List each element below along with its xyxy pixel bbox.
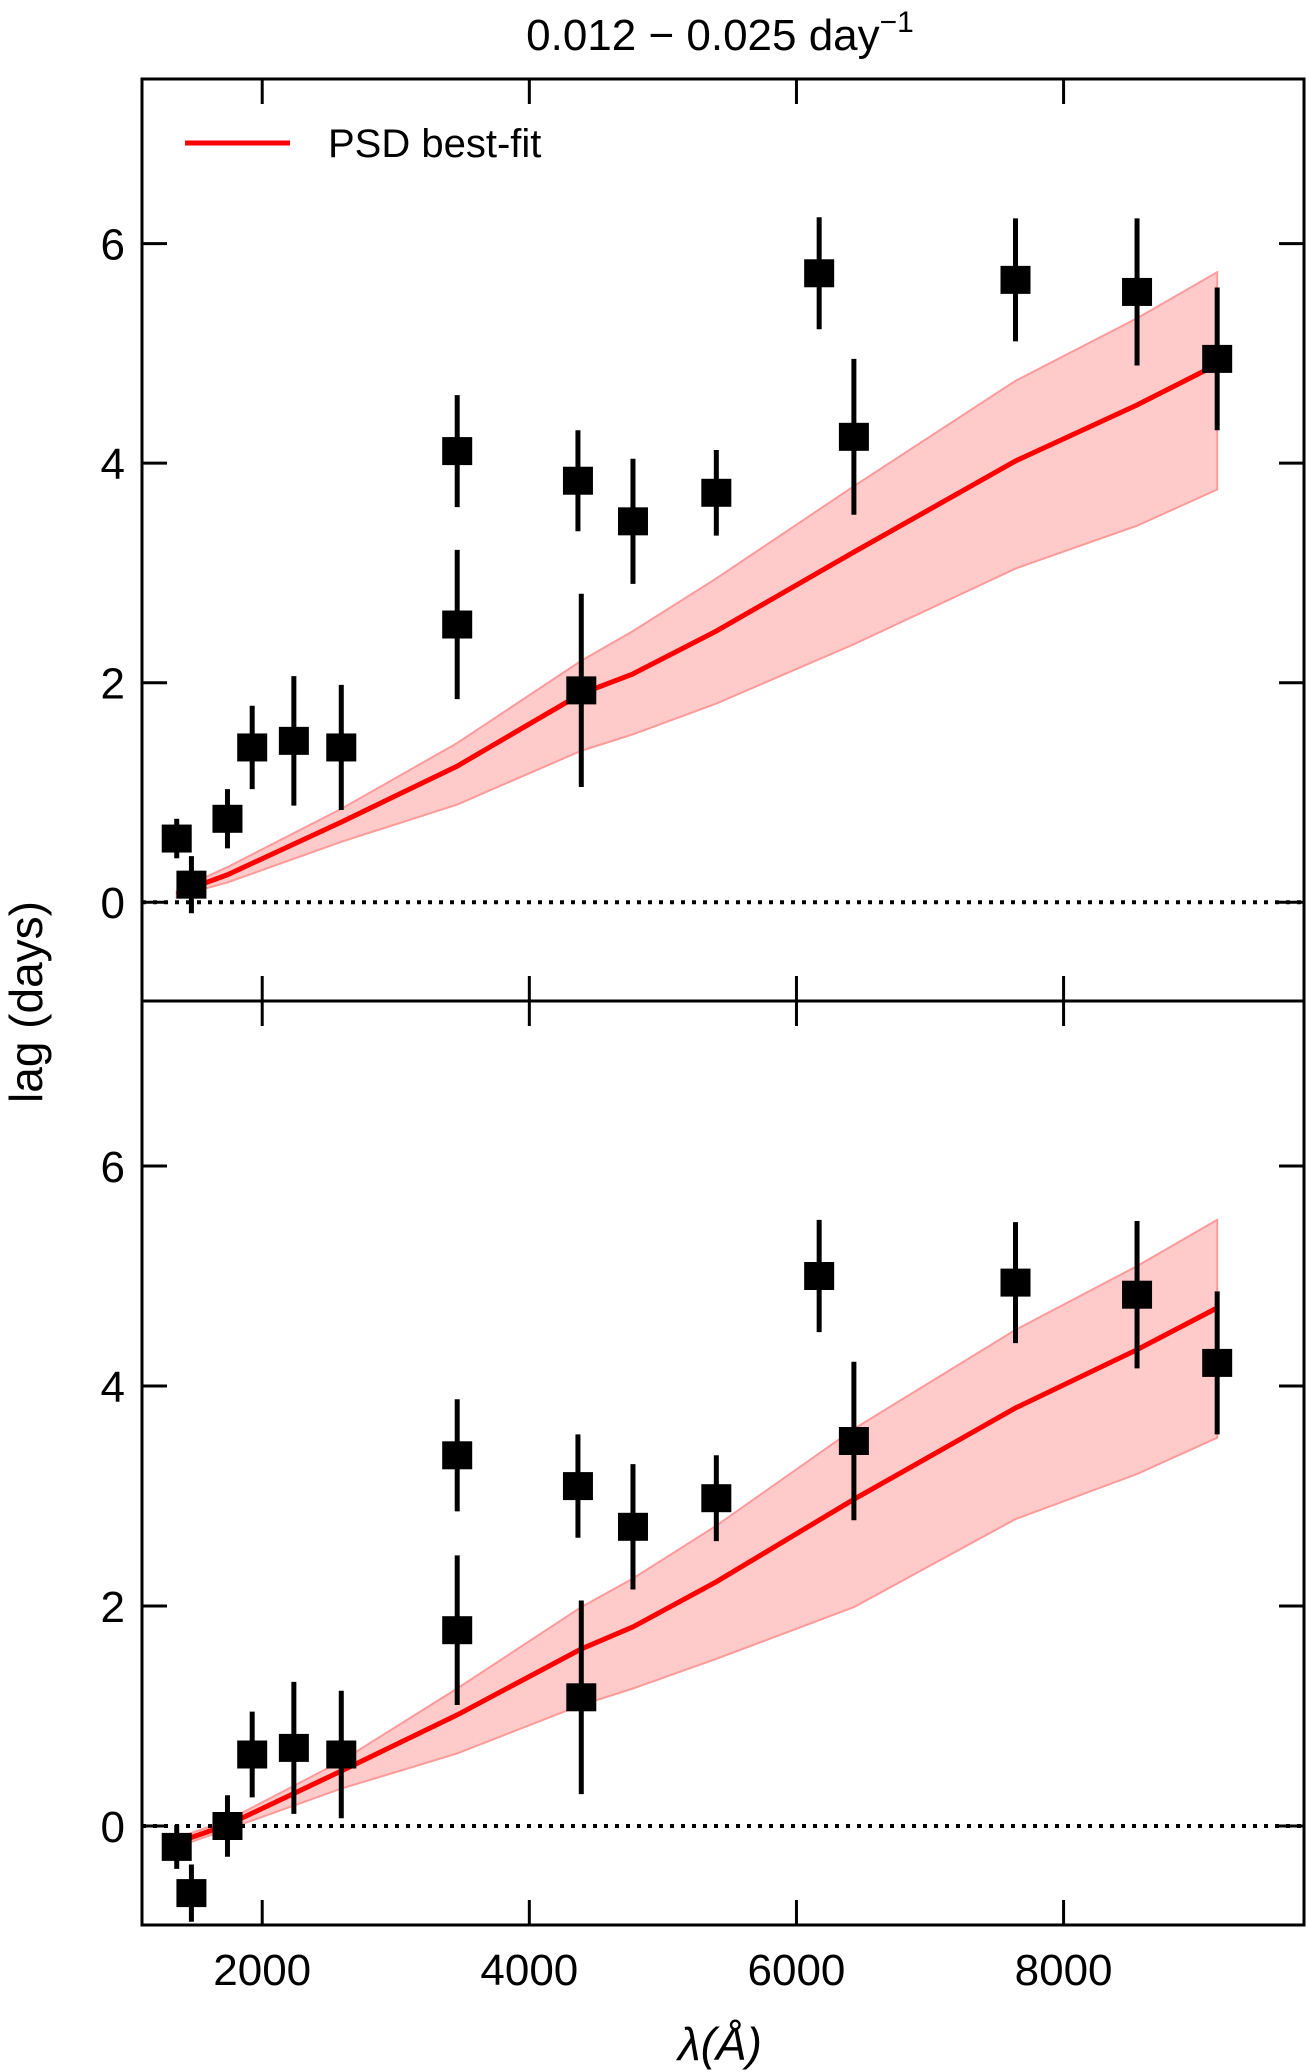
x-tick-label: 8000 xyxy=(1015,1946,1113,1995)
x-axis-label: λ(Å) xyxy=(675,2018,762,2070)
data-point xyxy=(278,726,309,755)
x-tick-label: 6000 xyxy=(748,1946,846,1995)
data-point xyxy=(1122,1280,1153,1309)
legend: PSD best-fit xyxy=(185,122,541,166)
model-uncertainty-band xyxy=(175,270,1219,900)
data-point xyxy=(617,507,648,536)
data-point xyxy=(1122,277,1153,306)
data-point xyxy=(237,1740,268,1769)
data-point xyxy=(442,610,473,639)
data-point xyxy=(838,422,869,451)
chart-title: 0.012 − 0.025 day−1 xyxy=(526,6,914,60)
data-point xyxy=(278,1733,309,1762)
data-point xyxy=(212,1812,243,1840)
panel-bottom: 2000 4000 6000 8000 0 2 4 6 xyxy=(101,999,1306,1995)
axes-frame xyxy=(140,999,1306,1927)
data-point xyxy=(237,733,268,762)
x-tick-label: 4000 xyxy=(480,1946,578,1995)
model-best-fit-line xyxy=(175,362,1219,897)
data-point xyxy=(326,733,357,762)
y-tick-label: 4 xyxy=(101,440,125,489)
data-point xyxy=(442,1616,473,1645)
data-point xyxy=(1000,1268,1031,1297)
y-tick-label: 2 xyxy=(101,660,125,709)
data-point xyxy=(1000,265,1031,294)
data-point xyxy=(804,259,835,288)
y-tick-label: 4 xyxy=(101,1363,125,1412)
data-point xyxy=(176,870,207,899)
title-superscript: −1 xyxy=(880,6,914,39)
y-tick-label: 6 xyxy=(101,221,125,270)
data-point xyxy=(1202,344,1233,373)
data-point xyxy=(566,1683,597,1712)
data-point xyxy=(804,1262,835,1290)
data-point xyxy=(701,478,732,507)
y-tick-label: 0 xyxy=(101,879,125,928)
data-point xyxy=(562,1472,593,1501)
data-point xyxy=(442,1441,473,1470)
data-point xyxy=(838,1427,869,1455)
y-tick-label: 0 xyxy=(101,1803,125,1852)
data-point xyxy=(326,1740,357,1769)
data-point xyxy=(1202,1348,1233,1377)
axes-frame xyxy=(140,77,1306,1003)
y-tick-label: 2 xyxy=(101,1583,125,1632)
data-point xyxy=(701,1484,732,1513)
panel-top: 0 2 4 6 xyxy=(101,77,1306,1003)
y-tick-label: 6 xyxy=(101,1143,125,1192)
data-point xyxy=(176,1879,207,1908)
model-uncertainty-band xyxy=(175,1218,1219,1849)
x-tick-label: 2000 xyxy=(213,1946,311,1995)
data-point xyxy=(442,437,473,466)
legend-label: PSD best-fit xyxy=(328,122,541,166)
data-point xyxy=(562,466,593,495)
data-point xyxy=(161,1832,192,1861)
data-point xyxy=(566,676,597,705)
data-point xyxy=(161,824,192,853)
data-point xyxy=(212,804,243,833)
model-best-fit-line xyxy=(175,1305,1219,1845)
data-point xyxy=(617,1512,648,1541)
y-axis-label: lag (days) xyxy=(0,901,52,1103)
